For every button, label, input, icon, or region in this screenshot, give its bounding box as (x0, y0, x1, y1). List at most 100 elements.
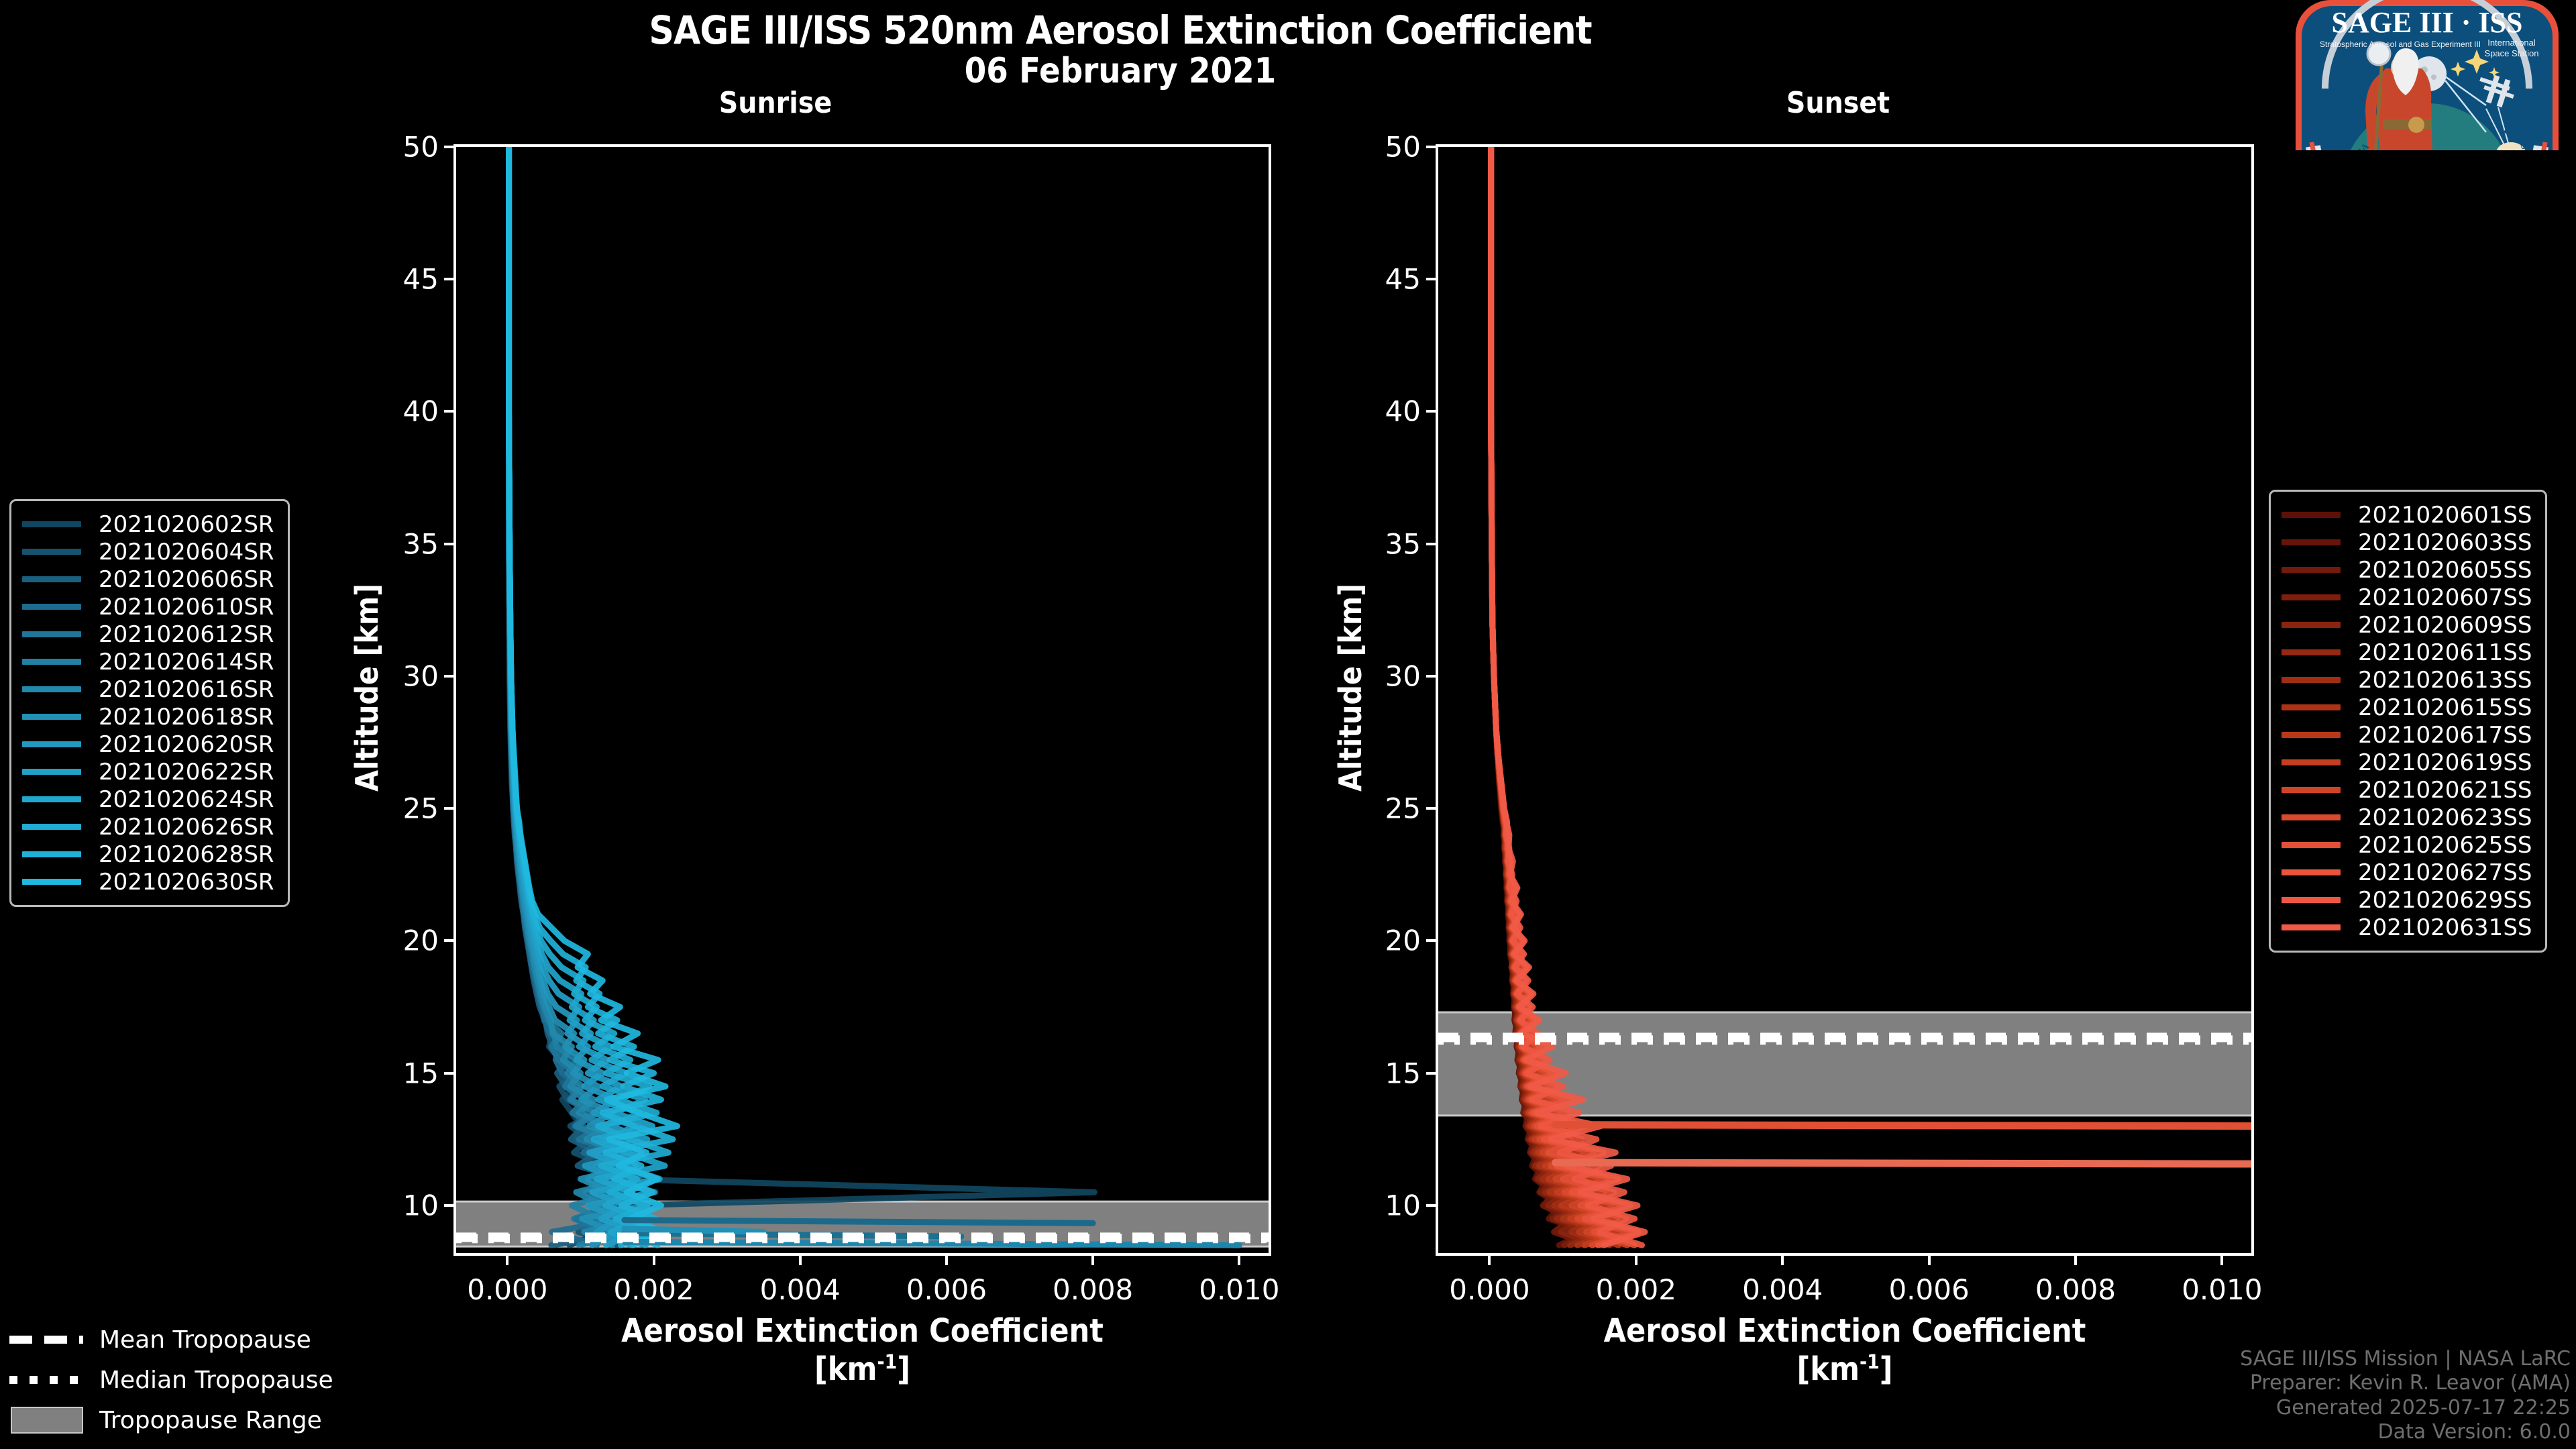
x-axis-label-sunrise: Aerosol Extinction Coefficient [km-1] (453, 1312, 1271, 1388)
tropopause-legend-label: Tropopause Range (99, 1406, 322, 1434)
legend-item[interactable]: 2021020607SS (2282, 584, 2532, 611)
sage-iii-iss-mission-patch-logo: BA ESA SAGE III · ISS Stratospheric Aero… (2285, 0, 2569, 150)
y-tick-label: 40 (402, 394, 439, 428)
legend-item[interactable]: 2021020606SR (22, 566, 274, 593)
y-axis-label-sunset: Altitude [km] (1332, 584, 1368, 792)
y-tick-label: 35 (1385, 527, 1421, 561)
y-tick-mark (444, 542, 456, 545)
x-tick-label: 0.008 (2035, 1273, 2116, 1306)
legend-item-label: 2021020604SR (99, 538, 274, 566)
legend-item[interactable]: 2021020610SR (22, 593, 274, 621)
legend-color-swatch (2282, 649, 2341, 655)
legend-item[interactable]: 2021020617SS (2282, 721, 2532, 749)
legend-item[interactable]: 2021020601SS (2282, 501, 2532, 529)
logo-title: SAGE III · ISS (2332, 6, 2523, 39)
legend-color-swatch (22, 851, 81, 857)
legend-color-swatch (2282, 732, 2341, 738)
legend-item[interactable]: 2021020603SS (2282, 529, 2532, 556)
legend-item-label: 2021020605SS (2358, 556, 2532, 584)
legend-color-swatch (2282, 594, 2341, 600)
legend-color-swatch (22, 741, 81, 747)
legend-item[interactable]: 2021020615SS (2282, 694, 2532, 721)
legend-color-swatch (22, 796, 81, 802)
x-tick-mark (1238, 1253, 1241, 1265)
legend-color-swatch (22, 879, 81, 885)
y-tick-label: 25 (1385, 792, 1421, 825)
legend-item-label: 2021020624SR (99, 786, 274, 813)
profile-line (1488, 147, 1648, 1248)
legend-item-label: 2021020618SR (99, 703, 274, 731)
legend-item[interactable]: 2021020622SR (22, 758, 274, 786)
legend-item[interactable]: 2021020625SS (2282, 831, 2532, 859)
legend-item[interactable]: 2021020624SR (22, 786, 274, 813)
profile-line-excursion (1552, 1159, 2251, 1168)
legend-sunset[interactable]: 2021020601SS 2021020603SS 2021020605SS 2021… (2269, 490, 2548, 953)
legend-item[interactable]: 2021020627SS (2282, 859, 2532, 886)
profile-line-excursion (621, 1217, 1096, 1226)
x-axis-label-line1: Aerosol Extinction Coefficient (621, 1312, 1104, 1350)
y-tick-label: 25 (402, 792, 439, 825)
legend-color-swatch (2282, 677, 2341, 683)
x-tick-mark (506, 1253, 509, 1265)
y-tick-mark (444, 278, 456, 281)
legend-item[interactable]: 2021020630SR (22, 868, 274, 896)
legend-item[interactable]: 2021020631SS (2282, 914, 2532, 941)
x-tick-mark (945, 1253, 948, 1265)
legend-item-label: 2021020622SR (99, 758, 274, 786)
legend-item[interactable]: 2021020618SR (22, 703, 274, 731)
x-tick-label: 0.008 (1053, 1273, 1134, 1306)
profile-line-excursion (621, 1238, 1242, 1248)
legend-item[interactable]: 2021020626SR (22, 813, 274, 841)
legend-item[interactable]: 2021020605SS (2282, 556, 2532, 584)
legend-sunrise[interactable]: 2021020602SR 2021020604SR 2021020606SR 2021… (9, 499, 290, 907)
y-tick-mark (1426, 410, 1438, 413)
legend-item-label: 2021020603SS (2358, 529, 2532, 556)
logo-svg: BA ESA SAGE III · ISS Stratospheric Aero… (2296, 0, 2559, 150)
legend-item-label: 2021020607SS (2358, 584, 2532, 611)
legend-item[interactable]: 2021020623SS (2282, 804, 2532, 831)
y-tick-mark (444, 146, 456, 148)
x-tick-label: 0.002 (613, 1273, 694, 1306)
legend-item[interactable]: 2021020604SR (22, 538, 274, 566)
legend-color-swatch (2282, 704, 2341, 710)
legend-item[interactable]: 2021020612SR (22, 621, 274, 648)
legend-item[interactable]: 2021020620SR (22, 731, 274, 758)
legend-color-swatch (22, 714, 81, 720)
legend-item-label: 2021020612SR (99, 621, 274, 648)
legend-item[interactable]: 2021020613SS (2282, 666, 2532, 694)
legend-item[interactable]: 2021020616SR (22, 676, 274, 703)
y-tick-mark (1426, 674, 1438, 678)
x-tick-label: 0.004 (759, 1273, 841, 1306)
legend-tropopause: Mean Tropopause Median Tropopause Tropopau… (9, 1320, 333, 1440)
y-tick-mark (1426, 807, 1438, 810)
x-tick-label: 0.000 (467, 1273, 548, 1306)
legend-item-label: 2021020627SS (2358, 859, 2532, 886)
credits-line: Data Version: 6.0.0 (2377, 1420, 2571, 1444)
legend-item[interactable]: 2021020609SS (2282, 611, 2532, 639)
y-tick-mark (444, 410, 456, 413)
legend-item[interactable]: 2021020602SR (22, 511, 274, 538)
profile-lines-sunrise (456, 147, 1269, 1248)
legend-item[interactable]: 2021020614SR (22, 648, 274, 676)
legend-item[interactable]: 2021020611SS (2282, 639, 2532, 666)
y-tick-label: 15 (1385, 1057, 1421, 1090)
y-tick-mark (1426, 278, 1438, 281)
legend-color-swatch (22, 659, 81, 665)
profile-lines-sunset (1438, 147, 2251, 1248)
logo-subtitle-left: Stratospheric Aerosol and Gas Experiment… (2320, 40, 2481, 49)
tropopause-legend-item: Median Tropopause (9, 1360, 333, 1400)
legend-item-label: 2021020602SR (99, 511, 274, 538)
legend-color-swatch (2282, 567, 2341, 573)
legend-item[interactable]: 2021020619SS (2282, 749, 2532, 776)
legend-item[interactable]: 2021020629SS (2282, 886, 2532, 914)
legend-item-label: 2021020606SR (99, 566, 274, 593)
legend-item[interactable]: 2021020628SR (22, 841, 274, 868)
credits-line: Generated 2025-07-17 22:25 (2275, 1395, 2571, 1419)
logo-subtitle-right-2: Space Station (2485, 48, 2539, 58)
x-axis-label-sunset: Aerosol Extinction Coefficient [km-1] (1436, 1312, 2254, 1388)
legend-item-label: 2021020623SS (2358, 804, 2532, 831)
profile-line (506, 147, 680, 1248)
legend-item[interactable]: 2021020621SS (2282, 776, 2532, 804)
legend-color-swatch (22, 631, 81, 637)
legend-color-swatch (22, 521, 81, 527)
